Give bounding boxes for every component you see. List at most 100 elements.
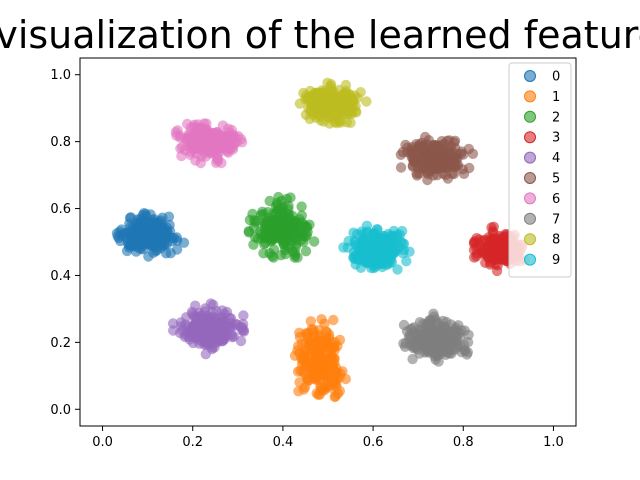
- point-class-5: [443, 162, 454, 173]
- point-class-0: [151, 244, 163, 256]
- point-class-6: [236, 137, 248, 148]
- point-class-1: [294, 331, 306, 343]
- point-class-4: [208, 313, 220, 324]
- point-class-4: [186, 306, 198, 318]
- point-class-2: [243, 226, 254, 237]
- legend-label: 3: [552, 131, 560, 146]
- point-class-3: [486, 222, 497, 233]
- legend-label: 6: [552, 192, 560, 207]
- legend-marker: [524, 233, 536, 246]
- legend-marker: [524, 70, 536, 82]
- legend-entry: 6: [524, 192, 560, 207]
- point-class-4: [205, 298, 216, 309]
- point-class-8: [322, 77, 333, 89]
- point-class-9: [357, 249, 368, 260]
- point-class-2: [244, 214, 256, 226]
- point-class-8: [327, 85, 339, 97]
- point-class-2: [291, 216, 302, 228]
- x-tick: 1.0: [543, 426, 564, 450]
- y-tick: 0.4: [50, 269, 80, 284]
- point-class-8: [339, 106, 350, 117]
- point-class-0: [124, 240, 136, 251]
- point-class-5: [424, 149, 436, 160]
- point-class-6: [210, 157, 222, 168]
- point-class-7: [454, 327, 465, 339]
- point-class-4: [238, 310, 249, 321]
- point-class-7: [407, 353, 418, 365]
- point-class-5: [420, 131, 431, 143]
- x-tick-label: 0.8: [453, 435, 474, 450]
- legend-entry: 7: [524, 212, 560, 227]
- point-class-1: [311, 388, 322, 399]
- point-class-4: [217, 330, 228, 341]
- point-class-0: [157, 228, 169, 239]
- point-class-6: [190, 155, 201, 166]
- y-tick: 1.0: [50, 68, 80, 83]
- point-class-8: [328, 95, 339, 106]
- point-class-4: [222, 320, 233, 331]
- point-class-2: [264, 248, 275, 259]
- point-class-2: [309, 236, 320, 247]
- point-class-2: [268, 230, 280, 242]
- y-tick: 0.6: [50, 202, 80, 217]
- point-class-8: [304, 113, 315, 125]
- point-class-9: [401, 256, 412, 267]
- point-class-2: [300, 231, 311, 242]
- y-tick: 0.2: [50, 336, 80, 351]
- point-class-3: [492, 260, 503, 271]
- point-class-2: [273, 191, 284, 203]
- point-class-4: [200, 349, 211, 360]
- x-tick-label: 0.6: [363, 435, 384, 450]
- point-class-7: [428, 339, 439, 351]
- point-class-0: [143, 251, 154, 262]
- point-class-1: [340, 373, 351, 385]
- x-tick: 0.8: [453, 426, 474, 450]
- legend-label: 8: [552, 233, 560, 248]
- point-class-0: [161, 248, 172, 259]
- chart-title: E visualization of the learned features: [0, 13, 640, 57]
- point-class-1: [294, 348, 305, 359]
- point-class-1: [298, 384, 309, 395]
- point-class-9: [397, 238, 408, 249]
- point-class-8: [321, 109, 333, 120]
- point-class-6: [220, 138, 231, 150]
- point-class-7: [400, 337, 412, 349]
- point-class-1: [305, 316, 316, 327]
- point-class-3: [471, 251, 482, 262]
- point-class-2: [278, 215, 290, 227]
- point-class-3: [489, 251, 500, 262]
- point-class-8: [338, 89, 349, 100]
- y-axis: 0.0 0.2 0.4 0.6 0.8 1.0: [50, 68, 80, 418]
- point-class-3: [474, 242, 485, 253]
- legend-marker: [524, 110, 536, 123]
- point-class-2: [296, 201, 307, 212]
- point-class-4: [226, 332, 238, 343]
- point-class-0: [149, 217, 161, 229]
- point-class-2: [292, 252, 303, 263]
- point-class-4: [182, 321, 194, 332]
- point-class-0: [140, 208, 151, 220]
- point-class-8: [313, 104, 324, 115]
- point-class-6: [201, 133, 212, 144]
- point-class-1: [324, 347, 336, 358]
- legend-label: 0: [552, 70, 560, 85]
- point-class-3: [500, 229, 511, 240]
- point-class-5: [433, 143, 444, 154]
- point-class-0: [135, 225, 147, 236]
- point-class-0: [163, 211, 175, 222]
- legend-label: 9: [552, 253, 560, 268]
- legend-marker: [524, 151, 536, 164]
- legend-entry: 5: [524, 172, 560, 187]
- legend-entry: 3: [524, 131, 560, 146]
- legend-label: 2: [552, 110, 560, 125]
- point-class-5: [451, 148, 462, 160]
- point-class-4: [167, 318, 179, 329]
- point-class-9: [366, 247, 377, 258]
- y-tick-label: 0.2: [50, 336, 71, 351]
- point-class-1: [306, 324, 317, 335]
- point-class-6: [208, 144, 219, 155]
- point-class-0: [138, 244, 149, 255]
- point-class-2: [260, 227, 271, 238]
- point-class-0: [141, 217, 153, 229]
